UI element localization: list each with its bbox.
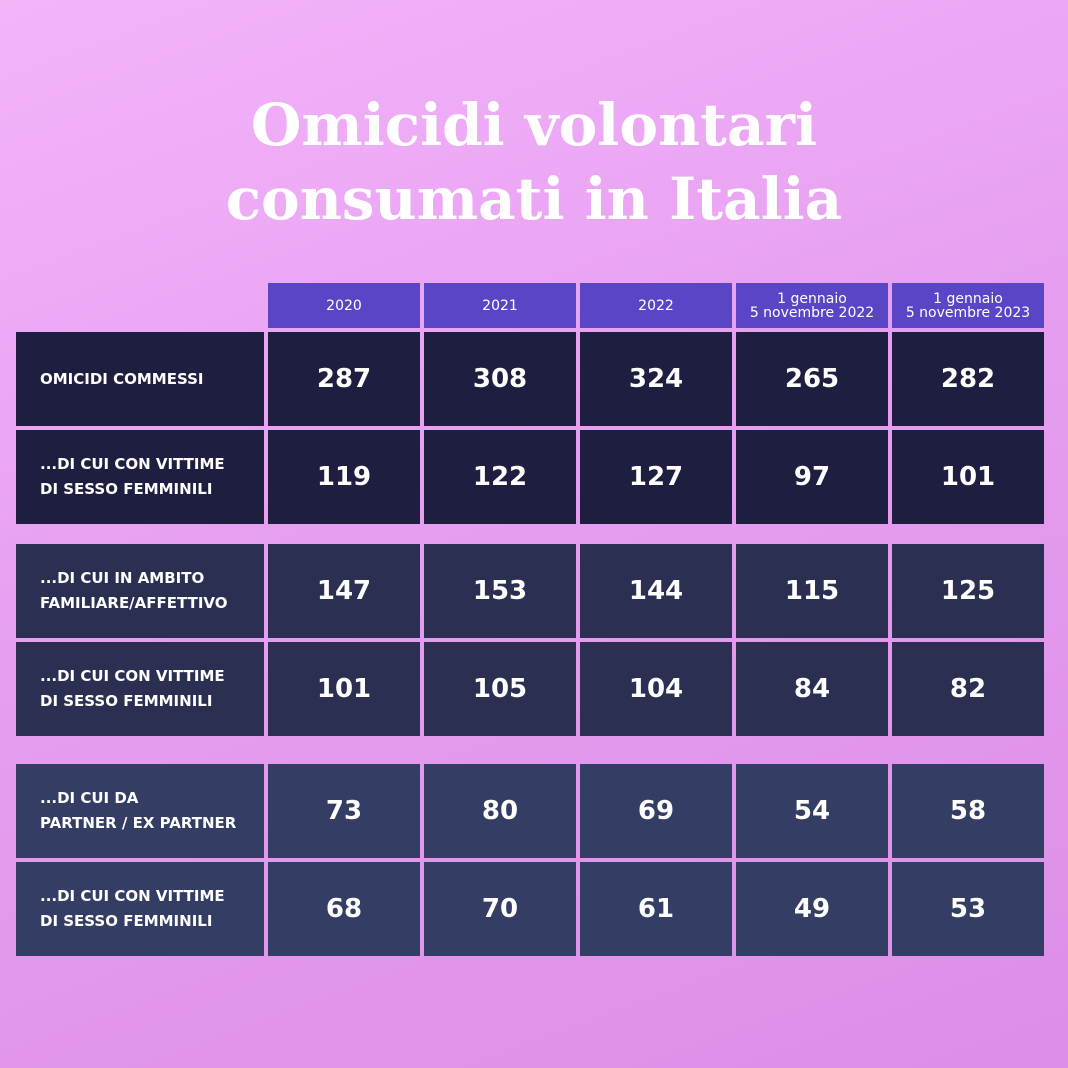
value-cell: 54 bbox=[736, 764, 888, 858]
value-cell: 80 bbox=[424, 764, 576, 858]
header-line: 2020 bbox=[326, 297, 362, 314]
value-cell: 104 bbox=[580, 642, 732, 736]
label-line: OMICIDI COMMESSI bbox=[40, 369, 204, 388]
value-cell: 127 bbox=[580, 430, 732, 524]
value-cell: 82 bbox=[892, 642, 1044, 736]
value-cell: 68 bbox=[268, 862, 420, 956]
header-line: 5 novembre 2022 bbox=[749, 304, 875, 321]
column-header: 2022 bbox=[580, 283, 732, 328]
value-cell: 70 bbox=[424, 862, 576, 956]
value-cell: 101 bbox=[892, 430, 1044, 524]
value-cell: 73 bbox=[268, 764, 420, 858]
value-cell: 61 bbox=[580, 862, 732, 956]
header-line: 1 gennaio bbox=[777, 290, 847, 307]
row-label: ...DI CUI CON VITTIME DI SESSO FEMMINILI bbox=[16, 430, 264, 524]
value-cell: 69 bbox=[580, 764, 732, 858]
value-cell: 101 bbox=[268, 642, 420, 736]
header-line: 5 novembre 2023 bbox=[905, 304, 1031, 321]
label-line: FAMILIARE/AFFETTIVO bbox=[40, 594, 228, 612]
row-label: ...DI CUI IN AMBITO FAMILIARE/AFFETTIVO bbox=[16, 544, 264, 638]
column-header: 1 gennaio 5 novembre 2022 bbox=[736, 283, 888, 328]
value-cell: 287 bbox=[268, 332, 420, 426]
value-cell: 265 bbox=[736, 332, 888, 426]
row-label: ...DI CUI CON VITTIME DI SESSO FEMMINILI bbox=[16, 862, 264, 956]
row-label: ...DI CUI CON VITTIME DI SESSO FEMMINILI bbox=[16, 642, 264, 736]
label-line: DI SESSO FEMMINILI bbox=[40, 912, 213, 930]
label-line: ...DI CUI CON VITTIME bbox=[40, 455, 225, 473]
value-cell: 58 bbox=[892, 764, 1044, 858]
label-line: ...DI CUI CON VITTIME bbox=[40, 667, 225, 685]
value-cell: 122 bbox=[424, 430, 576, 524]
header-line: 1 gennaio bbox=[933, 290, 1003, 307]
value-cell: 84 bbox=[736, 642, 888, 736]
value-cell: 324 bbox=[580, 332, 732, 426]
label-line: ...DI CUI DA bbox=[40, 789, 139, 807]
label-line: ...DI CUI CON VITTIME bbox=[40, 887, 225, 905]
value-cell: 115 bbox=[736, 544, 888, 638]
row-label: OMICIDI COMMESSI bbox=[16, 332, 264, 426]
value-cell: 105 bbox=[424, 642, 576, 736]
header-line: 2022 bbox=[638, 297, 674, 314]
label-line: DI SESSO FEMMINILI bbox=[40, 692, 213, 710]
value-cell: 147 bbox=[268, 544, 420, 638]
value-cell: 53 bbox=[892, 862, 1044, 956]
value-cell: 153 bbox=[424, 544, 576, 638]
title-line: Omicidi volontari bbox=[250, 91, 818, 159]
value-cell: 125 bbox=[892, 544, 1044, 638]
value-cell: 144 bbox=[580, 544, 732, 638]
value-cell: 308 bbox=[424, 332, 576, 426]
column-header: 2021 bbox=[424, 283, 576, 328]
label-line: DI SESSO FEMMINILI bbox=[40, 480, 213, 498]
value-cell: 97 bbox=[736, 430, 888, 524]
title-line: consumati in Italia bbox=[225, 165, 843, 233]
header-line: 2021 bbox=[482, 297, 518, 314]
value-cell: 119 bbox=[268, 430, 420, 524]
label-line: PARTNER / EX PARTNER bbox=[40, 814, 237, 832]
column-header: 2020 bbox=[268, 283, 420, 328]
title: Omicidi volontari consumati in Italia bbox=[0, 88, 1068, 236]
value-cell: 49 bbox=[736, 862, 888, 956]
label-line: ...DI CUI IN AMBITO bbox=[40, 569, 205, 587]
value-cell: 282 bbox=[892, 332, 1044, 426]
row-label: ...DI CUI DA PARTNER / EX PARTNER bbox=[16, 764, 264, 858]
column-header: 1 gennaio 5 novembre 2023 bbox=[892, 283, 1044, 328]
